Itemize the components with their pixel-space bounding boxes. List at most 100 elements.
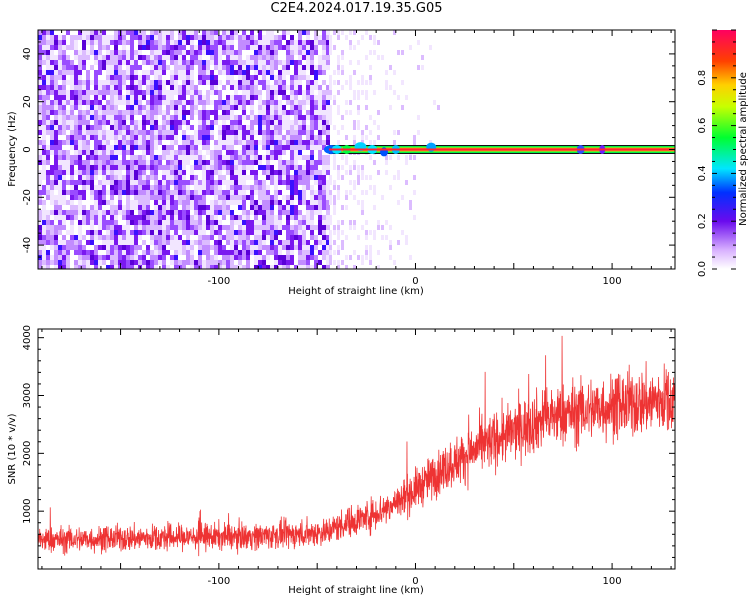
noise-cell: [78, 240, 82, 245]
noise-cell: [174, 105, 178, 110]
noise-cell: [206, 80, 210, 85]
noise-cell: [182, 100, 186, 105]
noise-cell: [94, 55, 98, 60]
noise-cell: [242, 130, 246, 140]
noise-cell: [94, 200, 98, 210]
noise-cell: [349, 225, 352, 230]
noise-cell: [298, 50, 302, 55]
noise-cell: [242, 85, 246, 90]
noise-cell: [78, 65, 82, 70]
noise-cell: [42, 30, 46, 35]
noise-cell: [54, 250, 58, 265]
noise-cell: [110, 200, 114, 205]
noise-cell: [238, 70, 242, 75]
noise-cell: [138, 255, 142, 260]
noise-cell: [337, 80, 340, 85]
noise-cell: [158, 50, 162, 55]
noise-cell: [345, 190, 348, 195]
noise-cell: [405, 160, 408, 165]
noise-cell: [90, 130, 94, 135]
noise-cell: [318, 55, 322, 60]
noise-cell: [114, 245, 118, 250]
noise-cell: [94, 245, 98, 250]
noise-cell: [94, 170, 98, 175]
noise-cell: [202, 165, 206, 170]
noise-cell: [294, 170, 298, 175]
noise-cell: [158, 45, 162, 50]
noise-cell: [369, 65, 372, 70]
noise-cell: [294, 145, 298, 150]
noise-cell: [294, 100, 298, 105]
noise-cell: [110, 210, 114, 215]
noise-cell: [314, 180, 318, 185]
noise-cell: [341, 85, 344, 90]
noise-cell: [106, 225, 110, 230]
noise-cell: [238, 230, 242, 235]
noise-cell: [98, 120, 102, 125]
noise-cell: [353, 140, 356, 145]
noise-cell: [62, 35, 66, 40]
noise-cell: [254, 215, 258, 220]
noise-cell: [246, 125, 250, 130]
noise-cell: [114, 120, 118, 125]
noise-cell: [186, 35, 190, 40]
noise-cell: [218, 100, 222, 105]
noise-cell: [106, 120, 110, 125]
noise-cell: [250, 240, 254, 245]
noise-cell: [110, 150, 114, 155]
noise-cell: [78, 265, 82, 269]
noise-cell: [90, 235, 94, 240]
noise-cell: [413, 190, 416, 195]
noise-cell: [210, 125, 214, 130]
noise-cell: [337, 225, 340, 230]
noise-cell: [106, 115, 110, 120]
noise-cell: [314, 80, 318, 85]
noise-cell: [222, 195, 226, 200]
noise-cell: [46, 235, 50, 240]
noise-cell: [206, 170, 210, 175]
noise-cell: [194, 185, 198, 190]
noise-cell: [333, 210, 336, 215]
noise-cell: [134, 170, 138, 185]
noise-cell: [42, 245, 46, 260]
noise-cell: [90, 215, 94, 220]
noise-cell: [302, 75, 306, 80]
noise-cell: [274, 215, 278, 230]
noise-cell: [218, 195, 222, 200]
noise-cell: [186, 70, 190, 75]
noise-cell: [178, 225, 182, 230]
noise-cell: [46, 100, 50, 105]
noise-cell: [270, 135, 274, 140]
noise-cell: [246, 175, 250, 180]
noise-cell: [86, 40, 90, 45]
noise-cell: [226, 205, 230, 210]
noise-cell: [226, 110, 230, 115]
noise-cell: [226, 240, 230, 245]
noise-cell: [337, 55, 340, 60]
noise-cell: [118, 210, 122, 215]
noise-cell: [106, 100, 110, 105]
noise-cell: [274, 45, 278, 50]
noise-cell: [198, 150, 202, 155]
noise-cell: [118, 140, 122, 150]
noise-cell: [202, 245, 206, 255]
noise-cell: [166, 125, 170, 130]
noise-cell: [66, 45, 70, 50]
noise-cell: [90, 150, 94, 155]
noise-cell: [98, 210, 102, 225]
noise-cell: [286, 125, 290, 130]
noise-cell: [46, 80, 50, 85]
noise-cell: [118, 160, 122, 165]
noise-cell: [206, 210, 210, 215]
noise-cell: [270, 225, 274, 230]
noise-cell: [42, 265, 46, 269]
noise-cell: [78, 85, 82, 90]
noise-cell: [318, 100, 322, 105]
noise-cell: [102, 215, 106, 225]
noise-cell: [134, 65, 138, 70]
noise-cell: [178, 170, 182, 175]
noise-cell: [66, 200, 70, 205]
noise-cell: [154, 165, 158, 180]
noise-cell: [361, 90, 364, 95]
